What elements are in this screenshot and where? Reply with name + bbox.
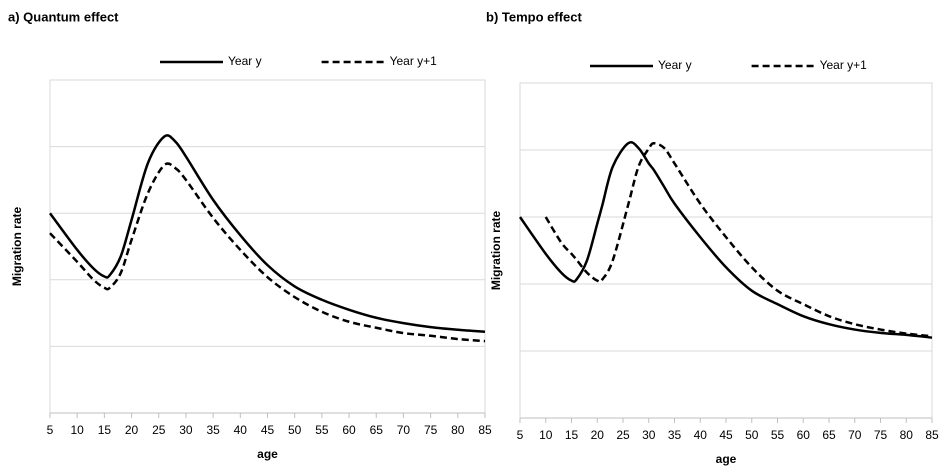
x-tick-label: 5	[517, 428, 524, 442]
plot-area	[519, 82, 933, 419]
legend-label: Year y	[228, 54, 262, 68]
x-tick-label: 75	[424, 423, 438, 437]
x-tick-label: 55	[771, 428, 785, 442]
x-tick-label: 20	[591, 428, 605, 442]
x-tick-label: 65	[370, 423, 384, 437]
x-tick-label: 20	[125, 423, 139, 437]
legend-label: Year y+1	[820, 58, 868, 72]
plot-area	[49, 79, 486, 414]
x-tick-label: 35	[206, 423, 220, 437]
x-tick-label: 80	[900, 428, 914, 442]
x-tick-label: 85	[925, 428, 939, 442]
x-axis-label: age	[716, 452, 737, 466]
x-tick-label: 55	[315, 423, 329, 437]
series-line	[544, 142, 933, 338]
x-tick-label: 15	[565, 428, 579, 442]
x-tick-label: 60	[797, 428, 811, 442]
x-tick-label: 60	[342, 423, 356, 437]
x-tick-label: 35	[668, 428, 682, 442]
x-tick-label: 50	[288, 423, 302, 437]
x-tick-label: 25	[616, 428, 630, 442]
y-axis-label: Migration rate	[489, 211, 503, 291]
series-line	[48, 134, 486, 333]
x-tick-label: 15	[98, 423, 112, 437]
y-axis-label: Migration rate	[10, 207, 24, 287]
x-tick-label: 75	[874, 428, 888, 442]
x-tick-label: 40	[694, 428, 708, 442]
series-line	[518, 141, 933, 339]
x-tick-label: 65	[822, 428, 836, 442]
x-tick-label: 45	[719, 428, 733, 442]
x-axis-label: age	[257, 447, 278, 461]
x-tick-label: 40	[234, 423, 248, 437]
chart-title: b) Tempo effect	[486, 9, 582, 24]
chart-title: a) Quantum effect	[8, 9, 119, 24]
x-tick-label: 30	[642, 428, 656, 442]
legend-label: Year y	[658, 58, 692, 72]
x-tick-label: 30	[179, 423, 193, 437]
x-tick-label: 25	[152, 423, 166, 437]
x-tick-label: 80	[451, 423, 465, 437]
x-tick-label: 70	[848, 428, 862, 442]
x-tick-label: 10	[539, 428, 553, 442]
x-tick-label: 50	[745, 428, 759, 442]
legend-label: Year y+1	[390, 54, 438, 68]
x-tick-label: 5	[47, 423, 54, 437]
x-tick-label: 85	[478, 423, 492, 437]
series-line	[49, 162, 486, 343]
x-tick-label: 70	[397, 423, 411, 437]
x-tick-label: 10	[71, 423, 85, 437]
x-tick-label: 45	[261, 423, 275, 437]
